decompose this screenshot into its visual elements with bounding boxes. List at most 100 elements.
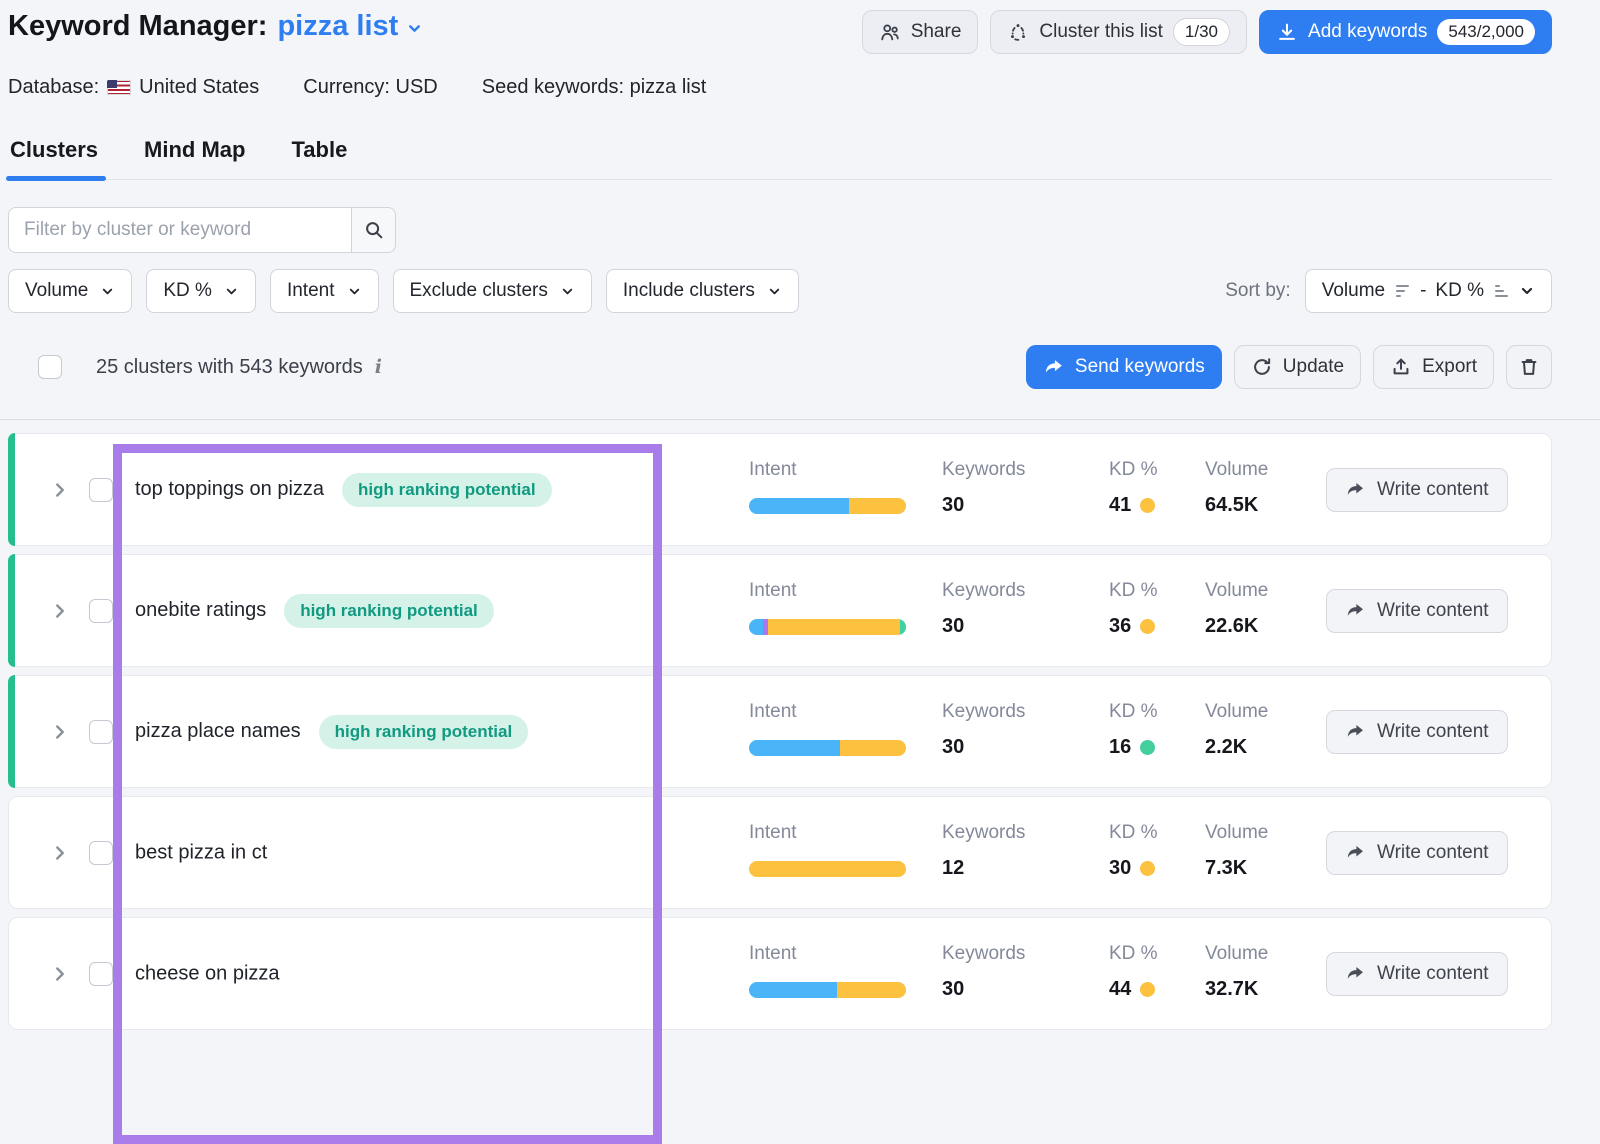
high-potential-accent-bar	[8, 433, 15, 546]
share-people-icon	[880, 24, 899, 41]
include-clusters-dropdown[interactable]: Include clusters	[605, 269, 799, 313]
volume-stat: Volume 2.2K	[1205, 701, 1269, 758]
volume-stat: Volume 32.7K	[1205, 943, 1269, 1000]
cluster-row: top toppings on pizza high ranking poten…	[8, 433, 1552, 546]
add-keywords-label: Add keywords	[1308, 21, 1428, 42]
cluster-name[interactable]: best pizza in ct	[135, 841, 268, 863]
currency-meta: Currency: USD	[303, 76, 438, 98]
cluster-this-list-button[interactable]: Cluster this list 1/30	[990, 10, 1248, 54]
cluster-name[interactable]: cheese on pizza	[135, 962, 280, 984]
keywords-stat: Keywords 30	[942, 580, 1026, 637]
chevron-down-icon	[409, 25, 421, 32]
kd-stat: KD % 41	[1109, 459, 1158, 516]
list-meta: Database: United States Currency: USD Se…	[8, 76, 1552, 99]
cluster-list: top toppings on pizza high ranking poten…	[8, 433, 1552, 1030]
export-icon	[1393, 358, 1409, 375]
page-title-text: Keyword Manager:	[8, 10, 268, 42]
kd-difficulty-dot	[1140, 619, 1156, 634]
export-button[interactable]: Export	[1373, 345, 1494, 389]
chevron-down-icon	[562, 288, 573, 294]
send-keywords-button[interactable]: Send keywords	[1025, 345, 1222, 389]
kd-stat: KD % 44	[1109, 943, 1158, 1000]
kd-value: 36	[1109, 615, 1132, 637]
row-checkbox[interactable]	[89, 961, 113, 986]
list-name-dropdown[interactable]: pizza list	[277, 10, 423, 43]
intent-bar	[749, 619, 906, 635]
cluster-name[interactable]: onebite ratings	[135, 599, 267, 621]
kd-filter-dropdown[interactable]: KD %	[146, 269, 256, 313]
intent-segment	[836, 982, 906, 998]
keywords-stat: Keywords 12	[942, 822, 1026, 879]
filter-search-input[interactable]	[8, 207, 351, 253]
expand-chevron-right-icon[interactable]	[49, 842, 71, 864]
sort-by-label: Sort by:	[1225, 280, 1291, 301]
kd-difficulty-dot	[1140, 498, 1156, 513]
write-content-button[interactable]: Write content	[1326, 588, 1508, 633]
kd-difficulty-dot	[1140, 982, 1156, 997]
high-ranking-badge: high ranking potential	[284, 593, 494, 628]
intent-bar	[749, 740, 906, 756]
cluster-name[interactable]: top toppings on pizza	[135, 478, 325, 500]
us-flag-icon	[107, 80, 132, 95]
intent-stat: Intent	[749, 822, 906, 877]
tab-table[interactable]: Table	[291, 137, 348, 162]
intent-filter-dropdown[interactable]: Intent	[269, 269, 379, 313]
kd-stat: KD % 30	[1109, 822, 1158, 879]
intent-segment	[899, 619, 906, 635]
share-button[interactable]: Share	[861, 10, 979, 54]
expand-chevron-right-icon[interactable]	[49, 721, 71, 743]
row-checkbox[interactable]	[89, 598, 113, 623]
refresh-icon	[1253, 358, 1270, 375]
write-content-arrow-icon	[1347, 603, 1363, 616]
volume-value: 22.6K	[1205, 615, 1259, 637]
write-content-arrow-icon	[1347, 724, 1363, 737]
write-content-button[interactable]: Write content	[1326, 830, 1508, 875]
search-button[interactable]	[351, 207, 396, 253]
row-checkbox[interactable]	[89, 840, 113, 865]
delete-button[interactable]	[1506, 345, 1552, 389]
sort-ascending-icon	[1495, 284, 1508, 298]
filter-row: Volume KD % Intent Exclude clusters Incl…	[8, 269, 1552, 313]
high-potential-accent-bar	[8, 554, 15, 667]
row-checkbox[interactable]	[89, 719, 113, 744]
view-tabs: Clusters Mind Map Table	[5, 137, 1552, 181]
exclude-clusters-dropdown[interactable]: Exclude clusters	[392, 269, 592, 313]
tab-clusters[interactable]: Clusters	[5, 137, 107, 181]
sort-descending-icon	[1396, 284, 1410, 298]
update-button[interactable]: Update	[1233, 345, 1362, 389]
chevron-down-icon	[103, 288, 113, 294]
write-content-button[interactable]: Write content	[1326, 467, 1508, 512]
intent-segment	[763, 619, 768, 635]
kd-difficulty-dot	[1140, 861, 1156, 876]
write-content-button[interactable]: Write content	[1326, 709, 1508, 754]
expand-chevron-right-icon[interactable]	[49, 600, 71, 622]
expand-chevron-right-icon[interactable]	[49, 963, 71, 985]
tab-mind-map[interactable]: Mind Map	[144, 137, 246, 162]
cluster-row: onebite ratings high ranking potential I…	[8, 554, 1552, 667]
kd-value: 16	[1109, 736, 1132, 758]
kd-difficulty-dot	[1140, 740, 1156, 755]
info-icon[interactable]: i	[374, 356, 383, 378]
intent-stat: Intent	[749, 943, 906, 998]
cluster-name[interactable]: pizza place names	[135, 720, 301, 742]
chevron-down-icon	[769, 288, 780, 294]
keywords-usage-badge: 543/2,000	[1437, 18, 1535, 46]
row-checkbox[interactable]	[89, 477, 113, 502]
database-label: Database:	[8, 76, 100, 98]
expand-chevron-right-icon[interactable]	[49, 479, 71, 501]
intent-segment	[767, 619, 900, 635]
cluster-usage-badge: 1/30	[1172, 17, 1231, 47]
volume-filter-dropdown[interactable]: Volume	[8, 269, 133, 313]
header: Keyword Manager: pizza list Share Cluste…	[8, 0, 1552, 54]
sort-dropdown[interactable]: Volume - KD %	[1304, 269, 1552, 313]
select-all-checkbox[interactable]	[38, 355, 62, 379]
add-keywords-button[interactable]: Add keywords 543/2,000	[1259, 10, 1552, 54]
write-content-button[interactable]: Write content	[1326, 951, 1508, 996]
write-content-arrow-icon	[1347, 482, 1363, 495]
keywords-stat: Keywords 30	[942, 459, 1026, 516]
cluster-row: cheese on pizza Intent Keywords 30 KD % …	[8, 917, 1552, 1030]
share-label: Share	[910, 21, 962, 42]
keywords-stat: Keywords 30	[942, 701, 1026, 758]
kd-value: 44	[1109, 978, 1132, 1000]
